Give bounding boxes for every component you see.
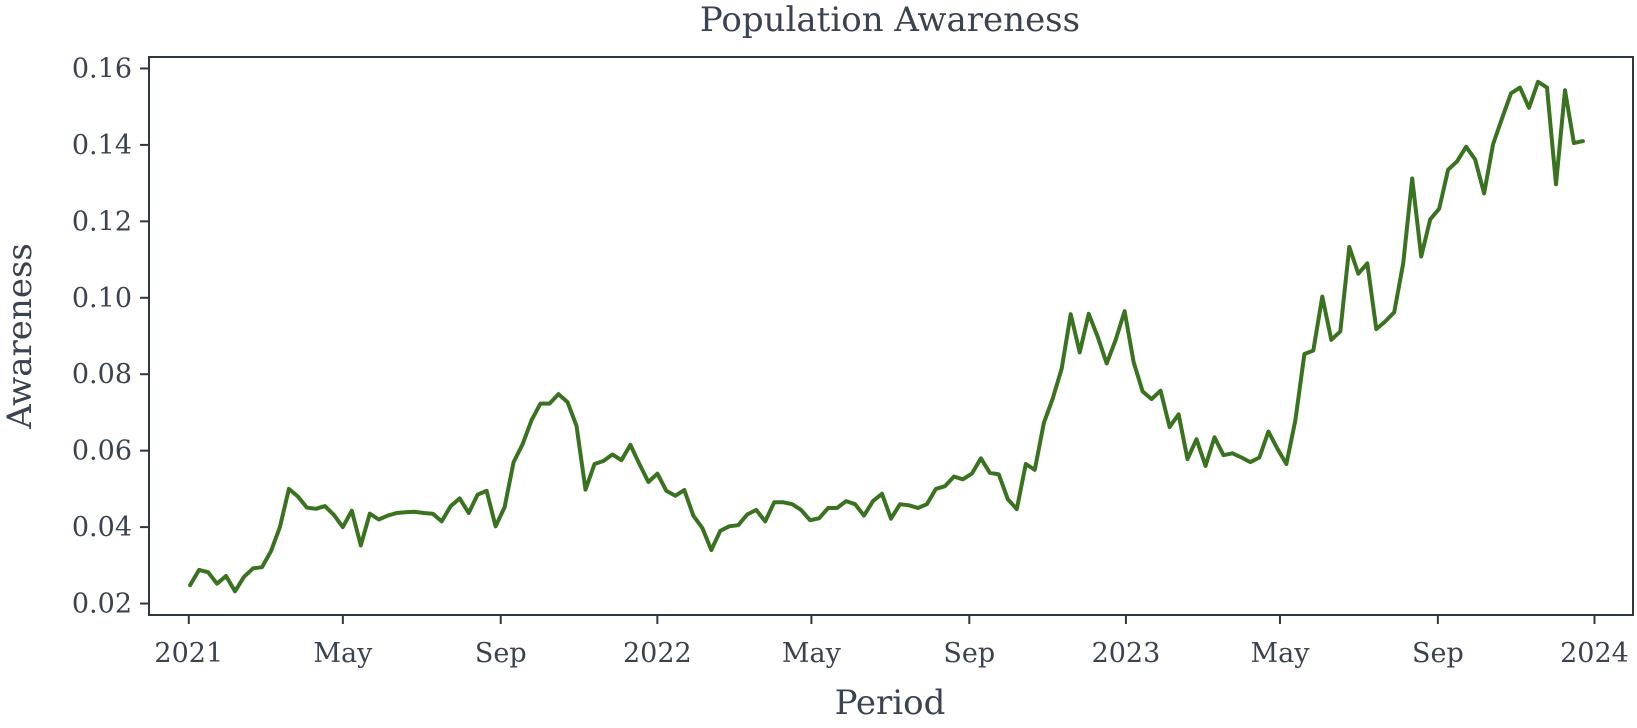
x-axis: 2021 May Sep 2022 May Sep 2023 May Sep 2024 [154, 615, 1629, 669]
x-tick-label: May [782, 638, 842, 669]
y-tick-label: 0.14 [72, 130, 132, 161]
x-tick-label: 2022 [623, 638, 692, 669]
x-tick-label: Sep [943, 638, 995, 669]
series-line [188, 79, 1585, 594]
y-tick-label: 0.16 [72, 53, 132, 84]
x-tick-label: May [1250, 638, 1310, 669]
x-tick-label: Sep [475, 638, 527, 669]
x-tick-label: 2023 [1092, 638, 1161, 669]
y-axis: 0.02 0.04 0.06 0.08 0.10 0.12 0.14 0.16 [72, 53, 149, 620]
y-tick-label: 0.06 [72, 436, 132, 467]
chart-title: Population Awareness [700, 0, 1080, 40]
x-tick-label: Sep [1412, 638, 1464, 669]
y-tick-label: 0.04 [72, 512, 132, 543]
y-tick-label: 0.12 [72, 206, 132, 237]
y-axis-label: Awareness [0, 243, 40, 430]
x-tick-label: May [313, 638, 373, 669]
x-axis-label: Period [835, 683, 946, 723]
x-tick-label: 2021 [154, 638, 223, 669]
y-tick-label: 0.10 [72, 283, 132, 314]
x-tick-label: 2024 [1560, 638, 1629, 669]
y-tick-label: 0.08 [72, 359, 132, 390]
plot-frame [148, 56, 1634, 616]
y-tick-label: 0.02 [72, 589, 132, 620]
